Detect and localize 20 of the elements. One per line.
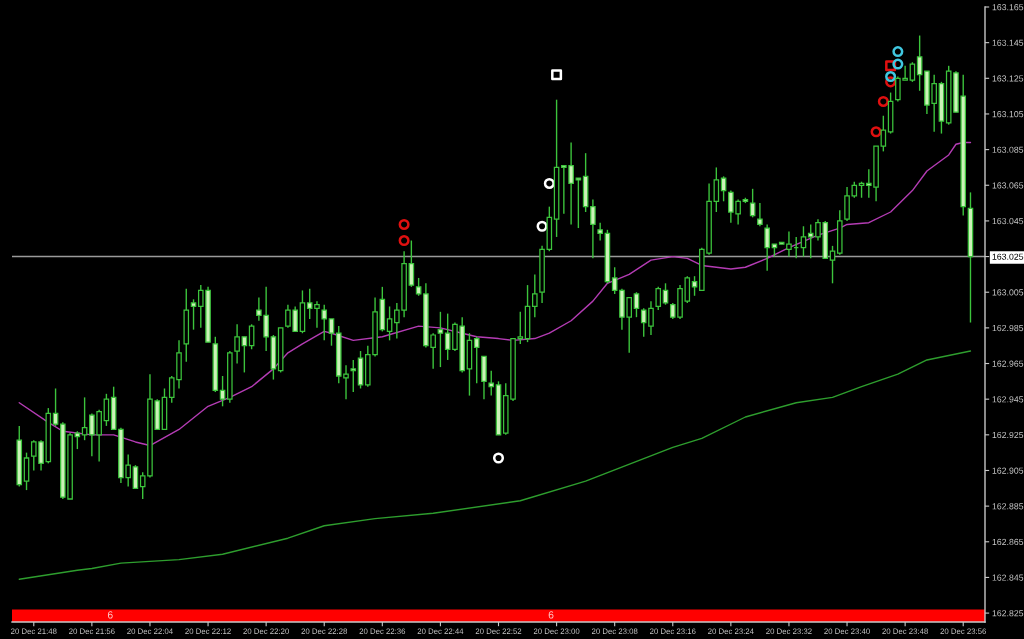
- y-tick-label: 162.825: [992, 610, 1024, 617]
- annotation: 6: [107, 611, 113, 619]
- y-tick-label: 163.165: [992, 4, 1024, 11]
- y-tick-label: 162.905: [992, 467, 1024, 474]
- y-tick-label: 163.005: [992, 289, 1024, 296]
- y-tick-label: 163.105: [992, 111, 1024, 118]
- y-tick-label: 163.145: [992, 39, 1024, 46]
- y-tick-label: 162.985: [992, 324, 1024, 332]
- y-tick-label: 163.125: [992, 75, 1024, 82]
- y-tick-label: 162.845: [992, 574, 1024, 581]
- y-tick-label: 163.085: [992, 146, 1024, 153]
- y-tick-label: 162.925: [992, 431, 1024, 439]
- annotation: 6: [548, 611, 554, 619]
- y-tick-label: 162.965: [992, 360, 1024, 367]
- y-tick-label: 163.025: [992, 253, 1024, 260]
- y-tick-label: 162.885: [992, 503, 1024, 510]
- y-tick-label: 163.045: [992, 217, 1024, 225]
- y-tick-label: 163.065: [992, 182, 1024, 189]
- y-tick-label: 162.945: [992, 396, 1024, 403]
- y-tick-label: 162.865: [992, 538, 1024, 546]
